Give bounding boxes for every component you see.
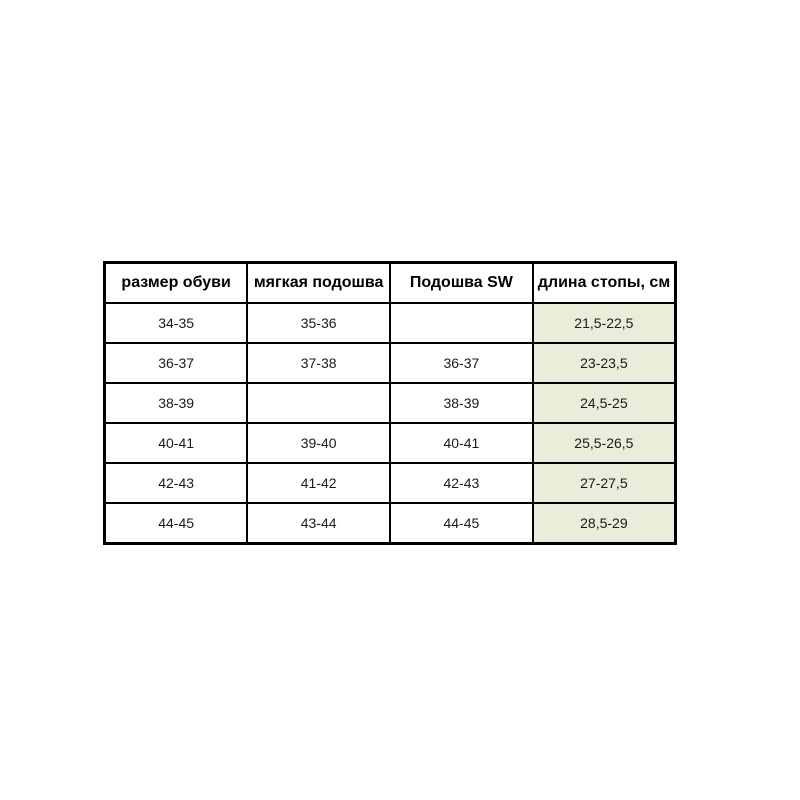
table-row: 40-41 39-40 40-41 25,5-26,5 — [103, 422, 677, 464]
table-cell: 44-45 — [103, 502, 249, 545]
table-row: 36-37 37-38 36-37 23-23,5 — [103, 342, 677, 384]
table-row: 38-39 38-39 24,5-25 — [103, 382, 677, 424]
table-cell: 43-44 — [246, 502, 391, 545]
table-cell: 28,5-29 — [531, 502, 677, 545]
header-shoe-size: размер обуви — [103, 261, 249, 304]
table-cell: 38-39 — [389, 382, 534, 424]
table-cell: 24,5-25 — [531, 382, 677, 424]
table-row: 42-43 41-42 42-43 27-27,5 — [103, 462, 677, 504]
table-cell: 21,5-22,5 — [531, 302, 677, 344]
table-cell: 27-27,5 — [531, 462, 677, 504]
table-cell: 40-41 — [103, 422, 249, 464]
header-foot-length: длина стопы, см — [531, 261, 677, 304]
table-cell: 40-41 — [389, 422, 534, 464]
header-row: размер обуви мягкая подошва Подошва SW д… — [103, 261, 677, 304]
table-cell: 37-38 — [246, 342, 391, 384]
table-cell: 42-43 — [103, 462, 249, 504]
table-row: 44-45 43-44 44-45 28,5-29 — [103, 502, 677, 545]
table-cell: 42-43 — [389, 462, 534, 504]
table-cell: 41-42 — [246, 462, 391, 504]
table-cell — [246, 382, 391, 424]
table-cell: 35-36 — [246, 302, 391, 344]
table-cell: 23-23,5 — [531, 342, 677, 384]
table-cell: 25,5-26,5 — [531, 422, 677, 464]
shoe-size-table-body: 34-35 35-36 21,5-22,5 36-37 37-38 36-37 23-23,… — [103, 302, 677, 545]
table-cell — [389, 302, 534, 344]
table-cell: 36-37 — [103, 342, 249, 384]
table-row: 34-35 35-36 21,5-22,5 — [103, 302, 677, 344]
table-cell: 36-37 — [389, 342, 534, 384]
table-cell: 39-40 — [246, 422, 391, 464]
header-sw-sole: Подошва SW — [389, 261, 534, 304]
table-cell: 38-39 — [103, 382, 249, 424]
shoe-size-table: размер обуви мягкая подошва Подошва SW д… — [103, 261, 677, 545]
table-cell: 34-35 — [103, 302, 249, 344]
shoe-size-table-header: размер обуви мягкая подошва Подошва SW д… — [103, 261, 677, 304]
header-soft-sole: мягкая подошва — [246, 261, 391, 304]
table-cell: 44-45 — [389, 502, 534, 545]
